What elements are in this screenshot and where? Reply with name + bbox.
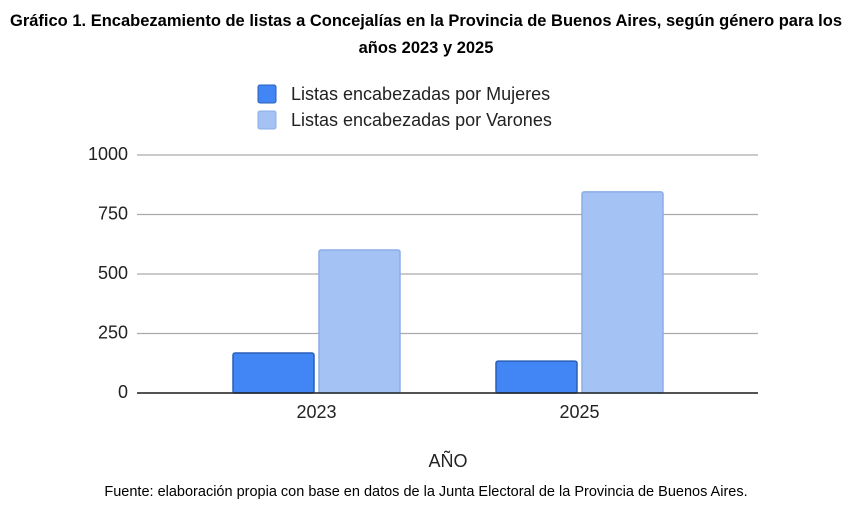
y-tick-label: 1000 [88, 144, 128, 164]
source-note: Fuente: elaboración propia con base en d… [104, 484, 748, 500]
x-tick-label: 2025 [559, 402, 599, 422]
bar [495, 360, 578, 394]
y-tick-label: 500 [98, 263, 128, 283]
x-tick-label: 2023 [296, 402, 336, 422]
legend-swatch [257, 84, 277, 104]
bar [232, 352, 315, 394]
legend-label: Listas encabezadas por Varones [291, 110, 552, 130]
bar [581, 191, 664, 394]
x-axis-label: AÑO [428, 450, 467, 471]
y-tick-label: 750 [98, 203, 128, 223]
legend-swatch [257, 110, 277, 130]
bar [318, 249, 401, 394]
y-tick-label: 250 [98, 322, 128, 342]
chart-title: Gráfico 1. Encabezamiento de listas a Co… [10, 12, 843, 57]
legend-label: Listas encabezadas por Mujeres [291, 84, 550, 104]
y-tick-label: 0 [118, 382, 128, 402]
